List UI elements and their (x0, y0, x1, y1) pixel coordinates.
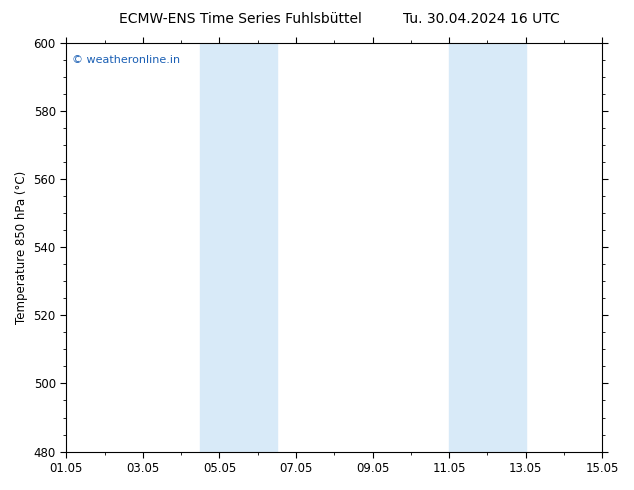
Text: © weatheronline.in: © weatheronline.in (72, 55, 179, 65)
Bar (200, 43, 277, 452)
Text: Tu. 30.04.2024 16 UTC: Tu. 30.04.2024 16 UTC (403, 12, 560, 26)
Y-axis label: Temperature 850 hPa (°C): Temperature 850 hPa (°C) (15, 171, 28, 324)
Bar (449, 43, 526, 452)
Text: ECMW-ENS Time Series Fuhlsbüttel: ECMW-ENS Time Series Fuhlsbüttel (119, 12, 363, 26)
